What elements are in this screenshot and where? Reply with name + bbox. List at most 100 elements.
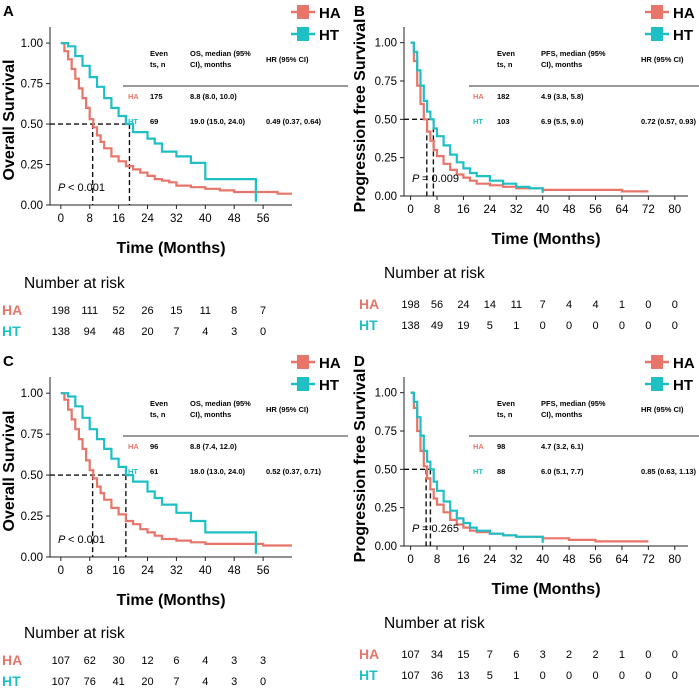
panel-label-a: A bbox=[3, 3, 14, 20]
risk-value-ht: 138 bbox=[401, 320, 419, 332]
risk-value-ht: 19 bbox=[457, 320, 469, 332]
table-group-ha: HA bbox=[473, 442, 484, 451]
legend-label-ht: HT bbox=[673, 377, 693, 394]
x-tick-label: 8 bbox=[87, 213, 93, 225]
y-tick-label: 0.00 bbox=[21, 200, 43, 212]
risk-group-label-ht: HT bbox=[2, 323, 21, 339]
risk-value-ha: 3 bbox=[540, 649, 546, 661]
x-tick-label: 64 bbox=[616, 554, 629, 566]
risk-group-label-ht: HT bbox=[359, 667, 378, 683]
table-median: 6.0 (5.1, 7.7) bbox=[541, 467, 584, 476]
table-events: 69 bbox=[150, 117, 158, 126]
risk-value-ha: 2 bbox=[566, 649, 572, 661]
y-tick-label: 0.25 bbox=[375, 503, 397, 515]
p-value-label: P < 0.001 bbox=[58, 182, 105, 194]
table-header-median: CI), months bbox=[190, 410, 231, 419]
table-median: 19.0 (15.0, 24.0) bbox=[190, 117, 246, 126]
y-tick-label: 0.50 bbox=[21, 470, 43, 482]
risk-value-ha: 12 bbox=[141, 655, 153, 667]
x-tick-label: 48 bbox=[228, 213, 241, 225]
risk-value-ha: 26 bbox=[141, 305, 153, 317]
x-tick-label: 40 bbox=[536, 554, 549, 566]
y-axis-title: Progression free Survival bbox=[352, 369, 369, 563]
y-tick-label: 0.75 bbox=[21, 79, 43, 91]
risk-table-title: Number at risk bbox=[24, 625, 125, 642]
table-hr: 0.85 (0.63, 1.13) bbox=[641, 467, 697, 476]
survival-curve-ht bbox=[60, 392, 257, 554]
y-tick-label: 0.25 bbox=[21, 511, 43, 523]
risk-value-ht: 0 bbox=[592, 320, 598, 332]
x-tick-label: 0 bbox=[58, 565, 64, 577]
x-tick-label: 56 bbox=[589, 204, 602, 216]
legend-label-ha: HA bbox=[319, 355, 341, 372]
table-header-median: OS, median (95% bbox=[190, 399, 251, 408]
risk-value-ht: 5 bbox=[487, 670, 493, 682]
table-header-median: CI), months bbox=[541, 60, 582, 69]
x-tick-label: 56 bbox=[257, 565, 270, 577]
x-tick-label: 32 bbox=[510, 204, 523, 216]
risk-value-ha: 4 bbox=[592, 299, 598, 311]
x-tick-label: 32 bbox=[170, 565, 183, 577]
risk-value-ht: 0 bbox=[260, 326, 266, 338]
table-group-ht: HT bbox=[128, 117, 138, 126]
table-events: 96 bbox=[150, 442, 158, 451]
risk-value-ht: 1 bbox=[513, 670, 519, 682]
x-axis-title: Time (Months) bbox=[491, 581, 600, 598]
survival-curve-ha bbox=[60, 392, 292, 547]
p-value-label: P = 0.265 bbox=[412, 523, 459, 535]
risk-value-ha: 7 bbox=[487, 649, 493, 661]
x-tick-label: 40 bbox=[199, 565, 212, 577]
legend-label-ht: HT bbox=[319, 377, 339, 394]
risk-value-ha: 0 bbox=[645, 299, 651, 311]
table-group-ht: HT bbox=[473, 467, 483, 476]
risk-value-ht: 0 bbox=[672, 320, 678, 332]
risk-value-ht: 94 bbox=[84, 326, 96, 338]
x-tick-label: 0 bbox=[407, 204, 413, 216]
risk-value-ht: 49 bbox=[431, 320, 443, 332]
x-tick-label: 72 bbox=[642, 204, 655, 216]
table-events: 98 bbox=[497, 442, 505, 451]
y-tick-label: 0.50 bbox=[375, 114, 397, 126]
y-axis-title: Overall Survival bbox=[1, 411, 18, 532]
table-header-median: PFS, median (95% bbox=[541, 399, 606, 408]
x-tick-label: 32 bbox=[170, 213, 183, 225]
x-tick-label: 48 bbox=[563, 204, 576, 216]
risk-value-ha: 11 bbox=[200, 305, 211, 317]
survival-curve-ht bbox=[410, 391, 544, 543]
survival-curve-ht bbox=[60, 42, 257, 202]
risk-value-ha: 11 bbox=[511, 299, 522, 311]
table-header-hr: HR (95% CI) bbox=[641, 405, 684, 414]
table-header-events: Even bbox=[150, 399, 168, 408]
x-tick-label: 16 bbox=[112, 213, 125, 225]
y-tick-label: 1.00 bbox=[21, 38, 43, 50]
x-tick-label: 56 bbox=[257, 213, 270, 225]
x-tick-label: 40 bbox=[536, 204, 549, 216]
table-events: 88 bbox=[497, 467, 505, 476]
survival-curve-ha bbox=[60, 42, 292, 195]
x-tick-label: 0 bbox=[58, 213, 64, 225]
risk-table-title: Number at risk bbox=[384, 265, 485, 282]
table-group-ht: HT bbox=[473, 117, 483, 126]
x-tick-label: 8 bbox=[87, 565, 93, 577]
risk-value-ht: 4 bbox=[202, 326, 208, 338]
risk-value-ht: 3 bbox=[231, 326, 237, 338]
risk-table-title: Number at risk bbox=[384, 615, 485, 632]
survival-curve-ha bbox=[410, 41, 649, 193]
table-header-events: ts, n bbox=[497, 410, 513, 419]
x-tick-label: 56 bbox=[589, 554, 602, 566]
table-group-ha: HA bbox=[128, 92, 139, 101]
x-tick-label: 80 bbox=[668, 204, 681, 216]
x-axis-title: Time (Months) bbox=[491, 231, 600, 248]
x-tick-label: 40 bbox=[199, 213, 212, 225]
risk-value-ha: 62 bbox=[84, 655, 96, 667]
risk-value-ht: 7 bbox=[173, 676, 179, 688]
risk-value-ha: 56 bbox=[431, 299, 443, 311]
risk-value-ht: 76 bbox=[84, 676, 96, 688]
table-events: 175 bbox=[150, 92, 163, 101]
risk-value-ht: 0 bbox=[260, 676, 266, 688]
x-tick-label: 24 bbox=[483, 204, 496, 216]
table-header-median: CI), months bbox=[541, 410, 582, 419]
table-header-hr: HR (95% CI) bbox=[641, 55, 684, 64]
risk-value-ha: 107 bbox=[401, 649, 419, 661]
risk-value-ht: 0 bbox=[672, 670, 678, 682]
